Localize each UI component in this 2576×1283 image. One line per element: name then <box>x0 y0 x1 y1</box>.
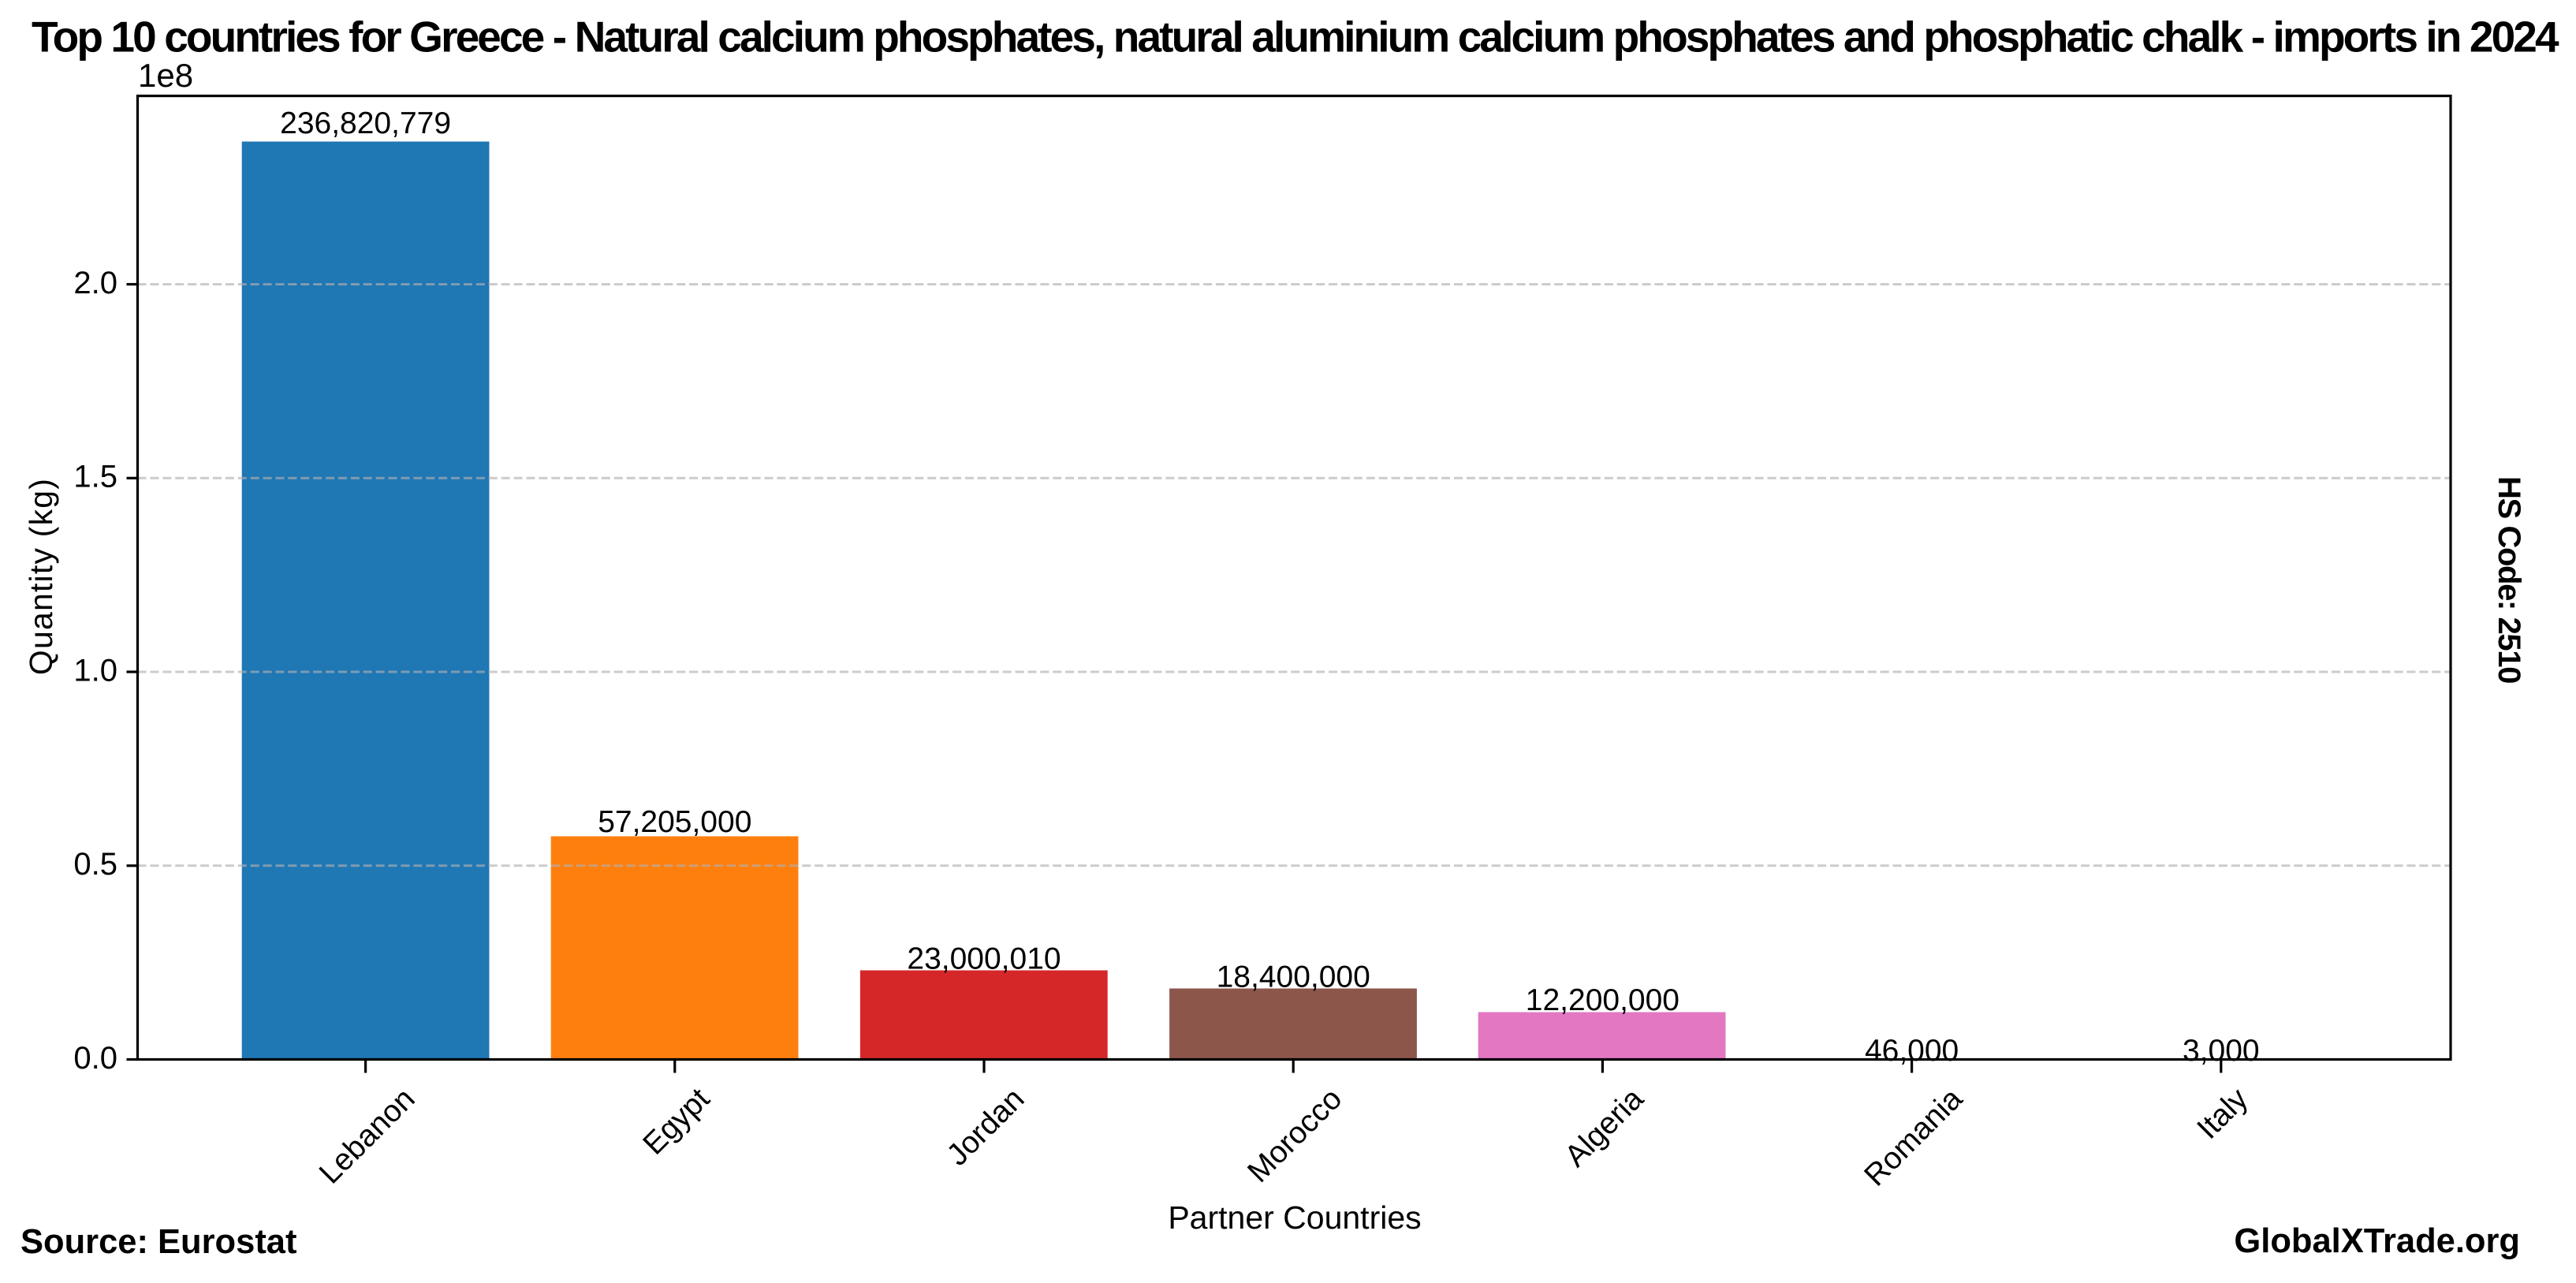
svg-text:HS Code: 2510: HS Code: 2510 <box>2492 476 2526 683</box>
svg-text:23,000,010: 23,000,010 <box>907 942 1061 975</box>
svg-text:46,000: 46,000 <box>1865 1034 1959 1068</box>
svg-text:57,205,000: 57,205,000 <box>598 805 751 839</box>
svg-text:1e8: 1e8 <box>138 57 193 94</box>
svg-text:Quantity (kg): Quantity (kg) <box>23 478 59 675</box>
svg-text:Source: Eurostat: Source: Eurostat <box>21 1223 297 1261</box>
svg-text:236,820,779: 236,820,779 <box>280 106 451 140</box>
svg-text:3,000: 3,000 <box>2183 1034 2260 1068</box>
svg-text:18,400,000: 18,400,000 <box>1217 960 1370 994</box>
svg-text:Top 10 countries for Greece -: Top 10 countries for Greece - Natural ca… <box>32 13 2559 62</box>
svg-text:2.0: 2.0 <box>73 266 117 300</box>
svg-text:1.5: 1.5 <box>73 460 117 494</box>
svg-text:12,200,000: 12,200,000 <box>1526 983 1679 1017</box>
svg-text:0.5: 0.5 <box>73 847 117 882</box>
svg-text:GlobalXTrade.org: GlobalXTrade.org <box>2234 1222 2520 1260</box>
svg-text:1.0: 1.0 <box>73 653 117 688</box>
svg-text:0.0: 0.0 <box>73 1041 117 1076</box>
svg-text:Partner Countries: Partner Countries <box>1168 1199 1421 1236</box>
